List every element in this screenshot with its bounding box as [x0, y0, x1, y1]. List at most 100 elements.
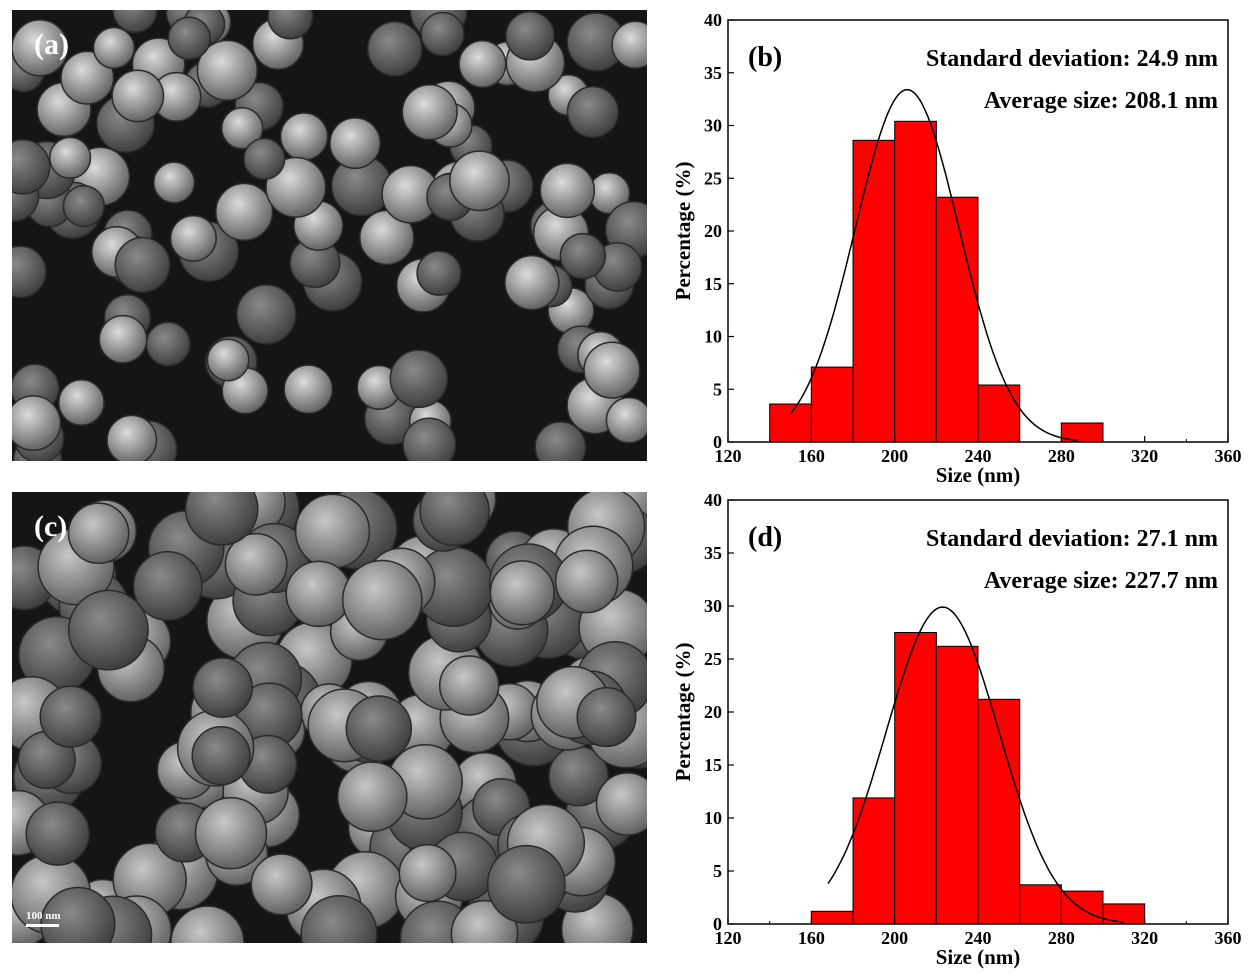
sem-particles-a	[12, 10, 647, 461]
y-tick-label: 5	[713, 379, 722, 399]
particle	[191, 726, 251, 786]
y-tick-label: 35	[704, 543, 722, 563]
x-axis-label: Size (nm)	[936, 945, 1021, 969]
particle	[279, 112, 329, 161]
sem-particles-c	[12, 492, 647, 943]
particle	[300, 895, 378, 943]
y-tick-label: 40	[704, 490, 722, 510]
particle	[420, 11, 465, 57]
particle	[196, 39, 258, 102]
particle	[206, 338, 250, 382]
particle	[67, 589, 149, 671]
annotation: Standard deviation: 27.1 nm	[926, 526, 1218, 552]
scale-bar: 100 nm	[26, 910, 61, 927]
histogram-bar	[977, 698, 1021, 925]
particle	[559, 232, 607, 280]
particle	[611, 20, 647, 69]
histogram-b-svg: 120 160 200 240 280 320 360 0 5 10 15 20 25 30 35 40 Siz…	[671, 10, 1242, 487]
particle	[92, 26, 136, 70]
histogram-bar	[894, 120, 937, 443]
histogram-bar	[935, 645, 979, 925]
y-tick-label: 20	[704, 221, 722, 241]
panel-tag-a: (a)	[34, 28, 69, 61]
particle	[145, 321, 191, 367]
particle	[366, 20, 423, 77]
histogram-bar	[977, 384, 1021, 443]
y-tick-label: 25	[704, 649, 722, 669]
particle	[554, 549, 619, 614]
y-tick-label: 0	[713, 432, 722, 452]
particle	[48, 136, 92, 179]
y-tick-label: 5	[713, 861, 722, 881]
x-tick-label: 320	[1131, 928, 1158, 948]
particle	[285, 560, 352, 628]
histogram-bar	[810, 910, 854, 925]
annotation: Standard deviation: 24.9 nm	[926, 46, 1218, 72]
particle	[62, 184, 105, 228]
particle	[329, 117, 382, 170]
annotation: Average size: 227.7 nm	[984, 568, 1218, 594]
y-tick-label: 10	[704, 327, 722, 347]
x-axis-label: Size (nm)	[936, 463, 1021, 487]
particle	[402, 417, 457, 461]
gaussian-fit-line	[789, 88, 1079, 442]
y-tick-label: 40	[704, 10, 722, 30]
particle	[243, 137, 286, 181]
particle	[605, 396, 647, 444]
particle	[505, 10, 555, 61]
y-tick-label: 25	[704, 168, 722, 188]
particle	[114, 236, 171, 293]
histogram-bar	[852, 797, 896, 925]
particle	[345, 695, 413, 762]
particle	[67, 502, 130, 565]
panel-tag: (d)	[748, 522, 782, 553]
sem-image-c: (c) 100 nm	[12, 492, 647, 943]
x-tick-label: 280	[1048, 446, 1075, 466]
particle	[12, 138, 51, 195]
particle	[416, 250, 462, 296]
sem-image-a: (a)	[12, 10, 647, 461]
x-tick-label: 280	[1048, 928, 1075, 948]
scale-bar-label: 100 nm	[26, 910, 61, 922]
x-tick-label: 160	[798, 928, 825, 948]
x-tick-label: 360	[1215, 446, 1242, 466]
particle	[534, 421, 587, 461]
particle	[169, 214, 217, 262]
y-tick-label: 15	[704, 755, 722, 775]
particle	[449, 150, 510, 212]
particle	[60, 50, 115, 105]
particle	[401, 83, 458, 141]
histogram-bar	[852, 139, 896, 443]
particle	[583, 341, 641, 399]
y-axis-label: Percentage (%)	[671, 643, 695, 782]
x-tick-label: 120	[715, 928, 742, 948]
particle	[98, 314, 148, 364]
particle	[111, 69, 165, 123]
particle	[489, 560, 555, 626]
gaussian-fit-line	[827, 606, 1124, 923]
particle	[341, 559, 423, 641]
particle	[576, 687, 637, 748]
particle	[220, 107, 264, 150]
x-tick-label: 240	[965, 446, 992, 466]
panel-tag-c: (c)	[34, 510, 68, 543]
particle	[504, 254, 560, 311]
y-tick-label: 10	[704, 808, 722, 828]
histogram-b: 120 160 200 240 280 320 360 0 5 10 15 20 25 30 35 40 Siz…	[660, 10, 1250, 488]
x-tick-label: 200	[881, 446, 908, 466]
particle	[192, 657, 253, 718]
y-tick-label: 30	[704, 116, 722, 136]
particle	[184, 492, 259, 546]
panel-tag: (b)	[748, 42, 782, 73]
particle	[267, 10, 314, 40]
particle	[12, 395, 62, 452]
scale-bar-line	[26, 924, 59, 927]
particle	[419, 492, 490, 547]
particle	[438, 655, 500, 716]
particle	[167, 16, 211, 61]
x-tick-label: 360	[1215, 928, 1242, 948]
particle	[236, 284, 297, 345]
histogram-d: 120 160 200 240 280 320 360 0 5 10 15 20 25 30 35 40 Siz…	[660, 490, 1250, 970]
histogram-bar	[769, 403, 812, 443]
x-tick-label: 120	[715, 446, 742, 466]
